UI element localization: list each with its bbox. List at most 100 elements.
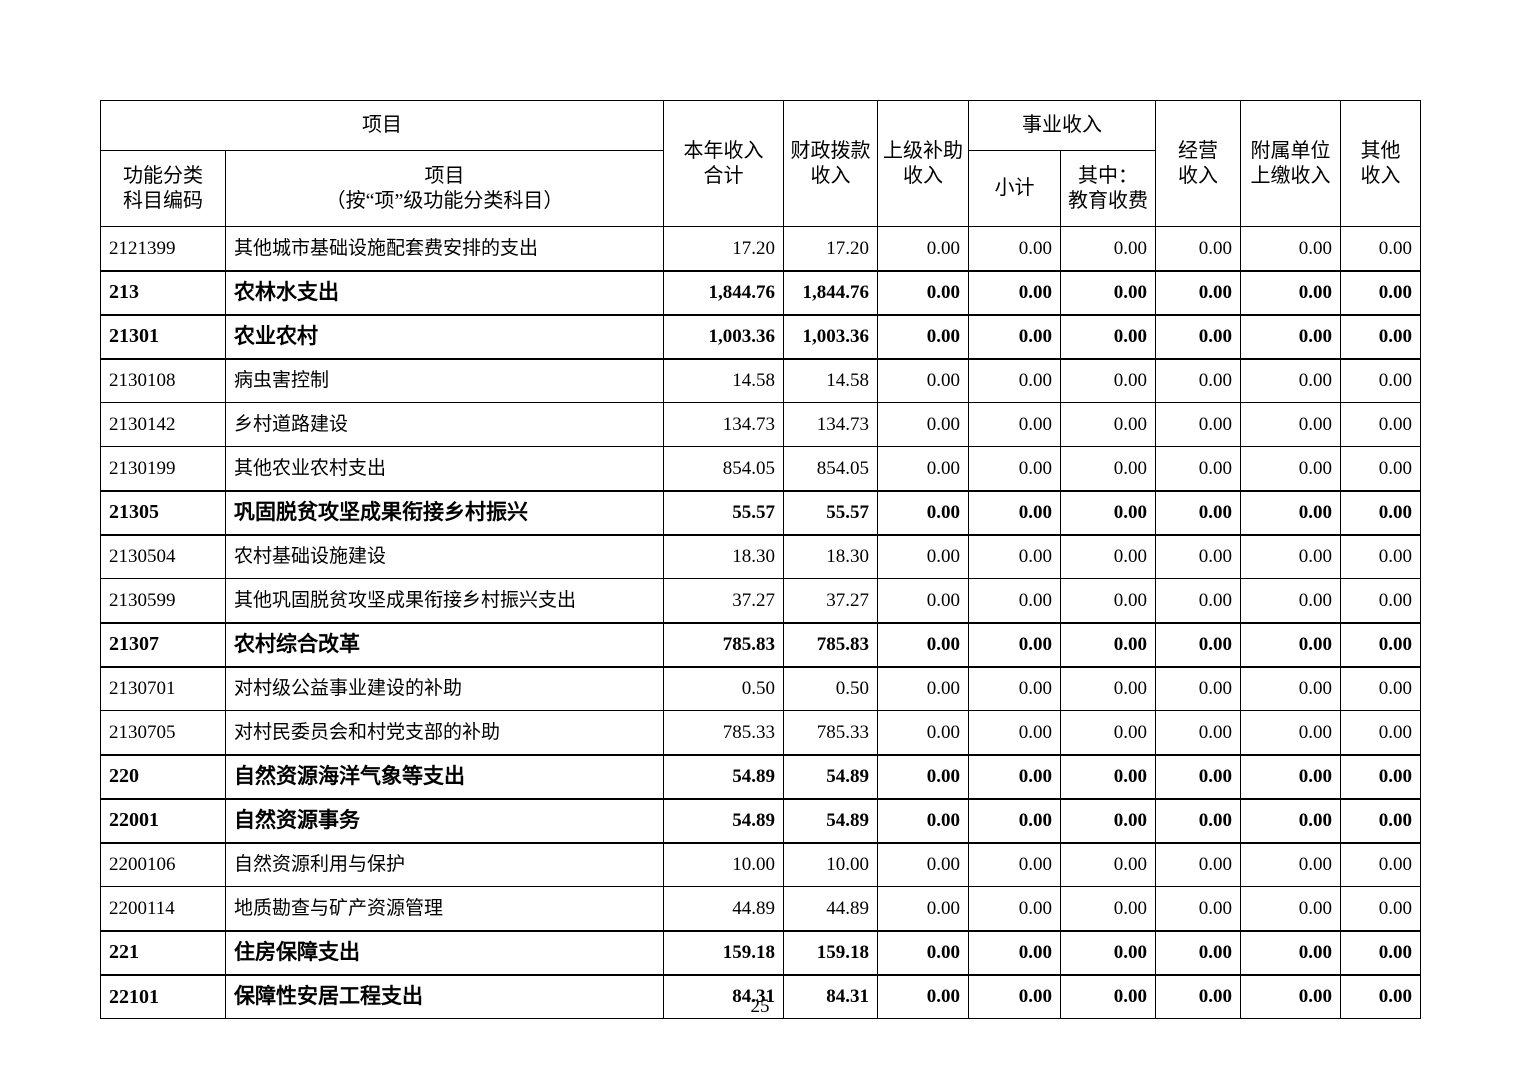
- cell-superior-subsidy: 0.00: [877, 269, 969, 315]
- table-row: 220 自然资源海洋气象等支出 54.89 54.89 0.00 0.00 0.00 0.00…: [100, 753, 1421, 799]
- cell-affiliated-remittance: 0.00: [1240, 797, 1341, 843]
- cell-affiliated-remittance: 0.00: [1240, 446, 1341, 491]
- cell-affiliated-remittance: 0.00: [1240, 621, 1341, 667]
- header-col-code-line2: 科目编码: [123, 189, 203, 212]
- cell-total-revenue: 134.73: [663, 402, 784, 447]
- cell-affiliated-remittance: 0.00: [1240, 886, 1341, 931]
- cell-function-code: 2130701: [100, 665, 226, 711]
- cell-function-code: 2130142: [100, 402, 226, 447]
- cell-total-revenue: 54.89: [663, 797, 784, 843]
- cell-function-code: 21307: [100, 621, 226, 667]
- cell-operating-revenue: 0.00: [1155, 929, 1241, 975]
- header-col-superior-line2: 收入: [903, 164, 943, 187]
- cell-affiliated-remittance: 0.00: [1240, 357, 1341, 403]
- cell-other-revenue: 0.00: [1340, 929, 1421, 975]
- cell-function-code: 221: [100, 929, 226, 975]
- cell-total-revenue: 54.89: [663, 753, 784, 799]
- cell-function-code: 22001: [100, 797, 226, 843]
- cell-affiliated-remittance: 0.00: [1240, 578, 1341, 623]
- cell-affiliated-remittance: 0.00: [1240, 665, 1341, 711]
- cell-item-name: 自然资源海洋气象等支出: [225, 753, 664, 799]
- cell-business-subtotal: 0.00: [968, 753, 1061, 799]
- header-col-other: 其他 收入: [1340, 100, 1421, 227]
- cell-other-revenue: 0.00: [1340, 402, 1421, 447]
- header-col-affiliated-line2: 上缴收入: [1250, 164, 1331, 187]
- cell-fiscal-appropriation: 785.83: [783, 621, 878, 667]
- header-col-education-fee-line1: 其中：: [1078, 165, 1138, 188]
- cell-business-subtotal: 0.00: [968, 489, 1061, 535]
- cell-total-revenue: 44.89: [663, 886, 784, 931]
- cell-total-revenue: 10.00: [663, 841, 784, 887]
- cell-item-name: 自然资源事务: [225, 797, 664, 843]
- cell-total-revenue: 18.30: [663, 533, 784, 579]
- cell-operating-revenue: 0.00: [1155, 621, 1241, 667]
- cell-education-fee: 0.00: [1060, 446, 1156, 491]
- cell-other-revenue: 0.00: [1340, 665, 1421, 711]
- cell-item-name: 住房保障支出: [225, 929, 664, 975]
- cell-item-name: 病虫害控制: [225, 357, 664, 403]
- cell-operating-revenue: 0.00: [1155, 489, 1241, 535]
- cell-fiscal-appropriation: 44.89: [783, 886, 878, 931]
- cell-business-subtotal: 0.00: [968, 533, 1061, 579]
- cell-fiscal-appropriation: 10.00: [783, 841, 878, 887]
- cell-total-revenue: 14.58: [663, 357, 784, 403]
- cell-item-name: 农林水支出: [225, 269, 664, 315]
- table-row: 22101 保障性安居工程支出 84.31 84.31 0.00 0.00 0.00 0.00…: [100, 973, 1421, 1019]
- cell-item-name: 农村综合改革: [225, 621, 664, 667]
- cell-business-subtotal: 0.00: [968, 402, 1061, 447]
- cell-business-subtotal: 0.00: [968, 710, 1061, 755]
- cell-superior-subsidy: 0.00: [877, 710, 969, 755]
- cell-business-subtotal: 0.00: [968, 446, 1061, 491]
- cell-function-code: 2130504: [100, 533, 226, 579]
- cell-affiliated-remittance: 0.00: [1240, 313, 1341, 359]
- cell-fiscal-appropriation: 0.50: [783, 665, 878, 711]
- cell-other-revenue: 0.00: [1340, 269, 1421, 315]
- cell-superior-subsidy: 0.00: [877, 665, 969, 711]
- cell-superior-subsidy: 0.00: [877, 578, 969, 623]
- header-col-affiliated: 附属单位 上缴收入: [1240, 100, 1341, 227]
- cell-item-name: 巩固脱贫攻坚成果衔接乡村振兴: [225, 489, 664, 535]
- cell-fiscal-appropriation: 37.27: [783, 578, 878, 623]
- cell-affiliated-remittance: 0.00: [1240, 973, 1341, 1019]
- cell-other-revenue: 0.00: [1340, 886, 1421, 931]
- cell-superior-subsidy: 0.00: [877, 489, 969, 535]
- cell-education-fee: 0.00: [1060, 269, 1156, 315]
- header-col-subtotal: 小计: [968, 150, 1061, 227]
- cell-other-revenue: 0.00: [1340, 578, 1421, 623]
- cell-business-subtotal: 0.00: [968, 313, 1061, 359]
- table-row: 221 住房保障支出 159.18 159.18 0.00 0.00 0.00 0.00 0.0…: [100, 929, 1421, 975]
- cell-superior-subsidy: 0.00: [877, 226, 969, 271]
- cell-education-fee: 0.00: [1060, 621, 1156, 667]
- cell-education-fee: 0.00: [1060, 753, 1156, 799]
- cell-total-revenue: 854.05: [663, 446, 784, 491]
- cell-other-revenue: 0.00: [1340, 973, 1421, 1019]
- cell-fiscal-appropriation: 84.31: [783, 973, 878, 1019]
- cell-fiscal-appropriation: 54.89: [783, 753, 878, 799]
- cell-fiscal-appropriation: 54.89: [783, 797, 878, 843]
- cell-business-subtotal: 0.00: [968, 797, 1061, 843]
- header-row-bottom: 功能分类 科目编码 项目 （按“项”级功能分类科目） 小计 其中： 教育收费: [100, 150, 1421, 227]
- cell-other-revenue: 0.00: [1340, 797, 1421, 843]
- cell-other-revenue: 0.00: [1340, 446, 1421, 491]
- cell-affiliated-remittance: 0.00: [1240, 269, 1341, 315]
- cell-total-revenue: 785.33: [663, 710, 784, 755]
- cell-other-revenue: 0.00: [1340, 710, 1421, 755]
- cell-superior-subsidy: 0.00: [877, 621, 969, 667]
- table-row: 2130701 对村级公益事业建设的补助 0.50 0.50 0.00 0.00 0.00 0…: [100, 665, 1421, 711]
- table-row: 2130142 乡村道路建设 134.73 134.73 0.00 0.00 0.00 0.0…: [100, 402, 1421, 447]
- cell-total-revenue: 1,844.76: [663, 269, 784, 315]
- cell-superior-subsidy: 0.00: [877, 886, 969, 931]
- cell-superior-subsidy: 0.00: [877, 841, 969, 887]
- cell-affiliated-remittance: 0.00: [1240, 533, 1341, 579]
- cell-education-fee: 0.00: [1060, 665, 1156, 711]
- cell-total-revenue: 84.31: [663, 973, 784, 1019]
- header-col-item-line2: （按“项”级功能分类科目）: [325, 189, 564, 212]
- cell-item-name: 乡村道路建设: [225, 402, 664, 447]
- cell-fiscal-appropriation: 55.57: [783, 489, 878, 535]
- cell-education-fee: 0.00: [1060, 357, 1156, 403]
- cell-operating-revenue: 0.00: [1155, 665, 1241, 711]
- cell-superior-subsidy: 0.00: [877, 357, 969, 403]
- cell-fiscal-appropriation: 17.20: [783, 226, 878, 271]
- cell-education-fee: 0.00: [1060, 797, 1156, 843]
